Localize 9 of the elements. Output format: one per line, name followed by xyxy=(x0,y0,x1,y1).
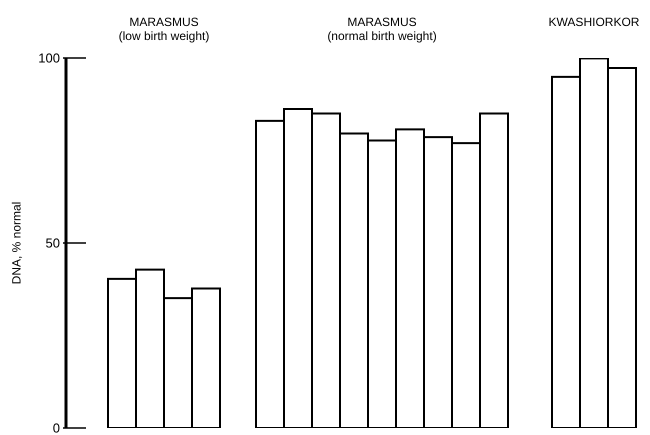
chart-title: MARASMUS xyxy=(347,15,417,29)
y-axis-title: DNA, % normal xyxy=(9,202,24,284)
y-tick-label: 100 xyxy=(38,50,60,66)
chart-title: KWASHIORKOR xyxy=(548,15,640,29)
y-tick-label: 0 xyxy=(52,420,60,435)
chart-title: MARASMUS xyxy=(129,15,199,29)
chart-subtitle: (low birth weight) xyxy=(118,29,210,43)
y-tick-label: 50 xyxy=(46,236,60,251)
chart-subtitle: (normal birth weight) xyxy=(327,29,437,43)
